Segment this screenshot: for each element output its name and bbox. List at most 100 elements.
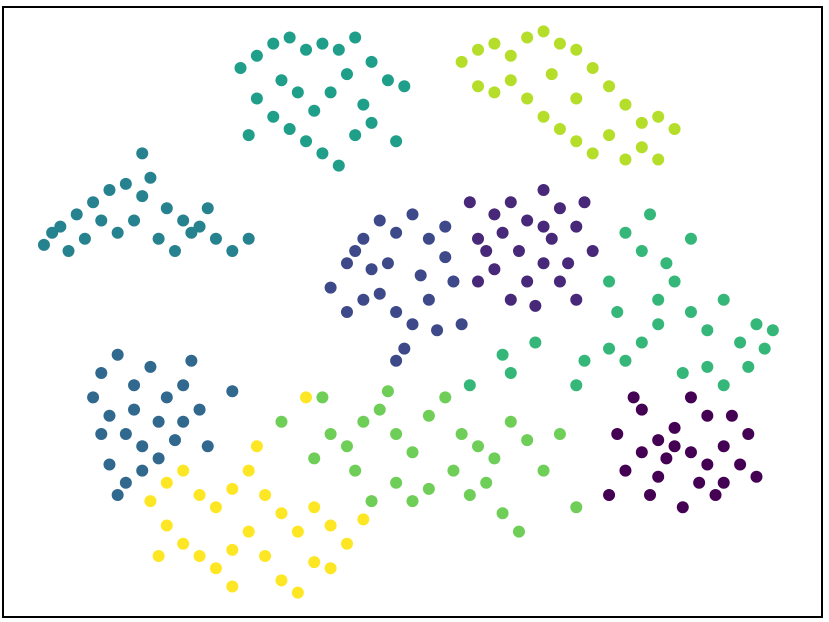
point — [734, 458, 747, 471]
point — [652, 318, 665, 331]
point — [160, 202, 173, 215]
point — [635, 141, 648, 154]
point — [390, 428, 403, 440]
point — [365, 116, 378, 129]
point — [259, 550, 272, 562]
point — [275, 507, 288, 520]
point — [201, 202, 214, 215]
point — [619, 354, 632, 367]
point — [226, 385, 239, 398]
point — [340, 68, 353, 81]
point — [717, 293, 730, 306]
point — [250, 49, 263, 62]
point — [652, 293, 665, 306]
point — [725, 409, 738, 422]
point — [660, 452, 673, 465]
point — [521, 92, 534, 105]
point — [529, 336, 542, 349]
point — [291, 525, 304, 538]
point — [414, 269, 427, 282]
point — [242, 525, 255, 538]
point — [193, 220, 206, 233]
point — [570, 135, 583, 148]
point — [717, 440, 730, 453]
point — [619, 464, 632, 477]
point — [668, 440, 681, 453]
point — [349, 245, 362, 257]
point — [324, 281, 337, 294]
point — [668, 421, 681, 434]
point — [635, 446, 648, 459]
point — [652, 110, 665, 123]
point — [275, 415, 288, 428]
point — [357, 232, 370, 245]
point — [504, 196, 517, 209]
point — [152, 452, 165, 465]
point — [439, 251, 452, 264]
point — [62, 245, 75, 257]
point — [70, 208, 83, 221]
point — [111, 489, 124, 501]
point — [160, 519, 173, 532]
point — [488, 263, 501, 276]
point — [193, 489, 206, 501]
point — [578, 354, 591, 367]
point — [406, 208, 419, 221]
point — [717, 379, 730, 392]
point — [603, 129, 616, 142]
point — [635, 336, 648, 349]
point — [570, 501, 583, 514]
point — [340, 257, 353, 270]
point — [611, 428, 624, 440]
point — [488, 208, 501, 221]
point — [734, 336, 747, 349]
point — [103, 184, 116, 196]
point — [308, 556, 321, 569]
point — [144, 171, 157, 184]
point — [570, 220, 583, 233]
point — [381, 257, 394, 270]
point — [308, 501, 321, 514]
point — [242, 232, 255, 245]
point — [750, 318, 763, 331]
point — [365, 263, 378, 276]
point — [300, 391, 313, 404]
point — [619, 98, 632, 111]
point — [701, 360, 714, 373]
point — [357, 415, 370, 428]
point — [504, 367, 517, 379]
point — [660, 257, 673, 270]
point — [455, 55, 468, 68]
point — [78, 232, 91, 245]
point — [684, 446, 697, 459]
point — [357, 98, 370, 111]
point — [365, 55, 378, 68]
point — [332, 159, 345, 172]
point — [365, 495, 378, 508]
point — [226, 580, 239, 593]
point — [447, 464, 460, 477]
point — [553, 123, 566, 135]
point — [390, 226, 403, 239]
point — [128, 379, 141, 392]
point — [324, 428, 337, 440]
point — [472, 80, 485, 93]
point — [422, 293, 435, 306]
point — [406, 446, 419, 459]
point — [185, 354, 198, 367]
point — [275, 574, 288, 587]
point — [381, 74, 394, 87]
point — [570, 293, 583, 306]
point — [496, 226, 509, 239]
point — [250, 440, 263, 453]
point — [291, 586, 304, 599]
point — [684, 306, 697, 318]
point — [603, 275, 616, 288]
point — [521, 434, 534, 447]
plot-frame — [2, 6, 823, 618]
point — [627, 391, 640, 404]
point — [472, 440, 485, 453]
point — [340, 306, 353, 318]
point — [504, 49, 517, 62]
